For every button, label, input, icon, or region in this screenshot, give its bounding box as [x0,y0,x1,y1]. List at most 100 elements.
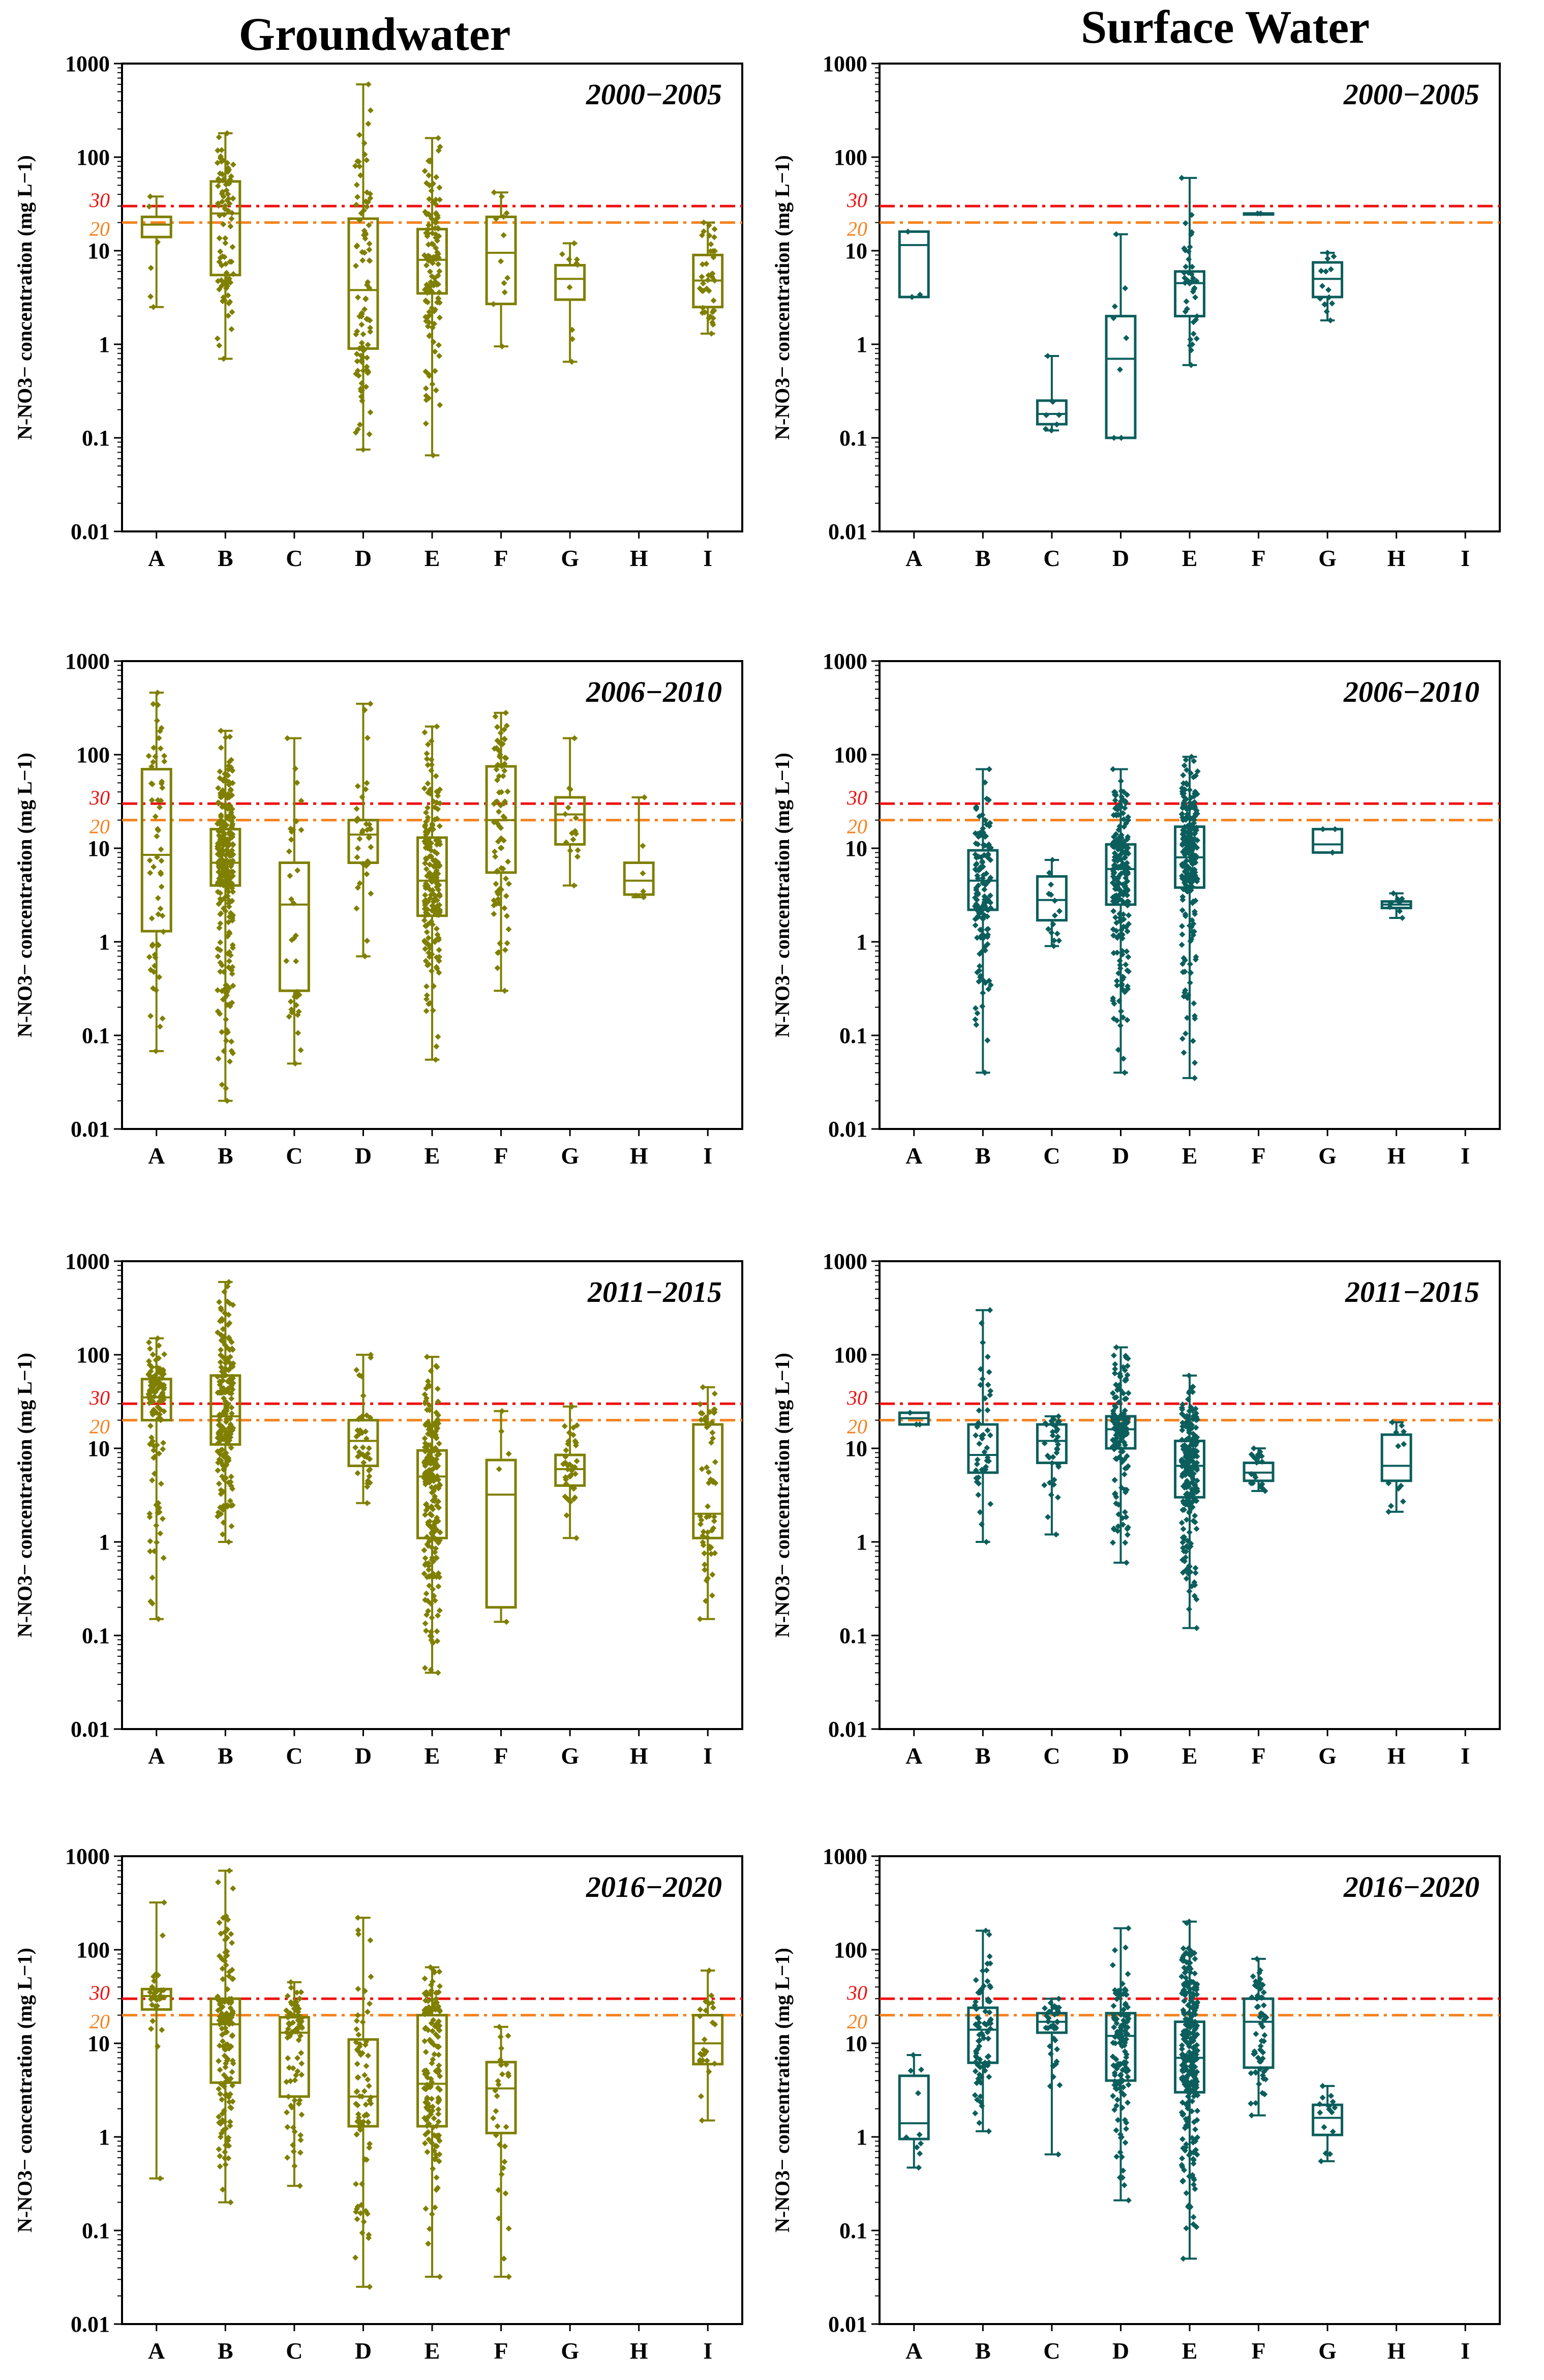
data-point [706,315,712,321]
data-point [423,281,430,288]
data-point [986,1953,993,1960]
data-point [423,750,430,757]
data-point [494,798,500,805]
data-point [429,2028,436,2034]
data-point [1114,982,1121,989]
data-point [986,2009,993,2016]
data-point [361,2088,368,2094]
data-point [1125,1390,1132,1396]
data-point [426,2121,432,2127]
data-point [433,245,439,251]
data-point [1178,2162,1185,2168]
data-point [355,2032,362,2038]
data-point [146,1514,153,1521]
data-point [154,833,160,840]
x-tick-label-E: E [1182,2338,1198,2364]
data-point [705,1503,711,1510]
data-point [431,2115,437,2122]
data-point [981,2035,987,2041]
data-point [428,1530,435,1536]
data-point [1114,2117,1121,2123]
data-point [1111,893,1118,900]
data-point [157,869,164,876]
data-point [220,802,227,809]
data-point [573,1535,580,1541]
data-point [156,1365,162,1372]
data-point [436,2062,442,2069]
data-point [435,2069,441,2076]
data-point [1178,923,1185,930]
data-point [151,1382,158,1389]
data-point [503,1619,510,1625]
data-point [353,371,359,377]
data-point [1194,768,1201,775]
data-point [228,859,235,866]
data-point [985,1458,992,1465]
data-point [1190,1476,1196,1482]
data-point [1111,2078,1118,2085]
data-point [220,996,226,1003]
data-point [436,289,442,295]
data-point [429,2211,435,2217]
box-A [898,228,930,301]
data-point [426,373,433,379]
period-title: 2006−2010 [1343,675,1479,708]
data-point [704,1464,710,1471]
data-point [423,1590,430,1597]
data-point [1180,1945,1187,1952]
data-point [362,295,369,302]
box-D [347,1914,379,2290]
data-point [981,1449,988,1455]
data-point [1192,1519,1198,1526]
box-B [209,130,241,362]
data-point [359,398,366,404]
data-point [976,2024,982,2031]
data-point [423,1612,430,1618]
data-point [983,898,989,904]
data-point [1055,1441,1062,1448]
data-point [983,1967,990,1974]
data-point [1110,766,1116,772]
data-point [494,868,501,874]
data-point [428,188,435,194]
data-point [1124,871,1131,877]
data-point [227,2199,234,2206]
column-title-surface-water: Surface Water [1081,1,1370,53]
data-point [365,2235,372,2241]
data-point [980,915,986,922]
iqr-box [416,836,448,917]
data-point [1121,1421,1127,1428]
data-point [1119,951,1126,958]
data-point [497,845,504,851]
data-point [433,1484,439,1491]
data-point [229,834,236,840]
iqr-box [140,768,172,933]
data-point [355,1416,362,1422]
data-point [569,326,576,333]
data-point [1254,210,1261,217]
data-point [229,898,235,904]
data-point [711,234,717,241]
data-point [215,176,222,183]
x-tick-label-F: F [494,2338,508,2364]
data-point [1180,2255,1187,2262]
data-point [283,2007,290,2014]
data-point [705,1469,712,1475]
data-point [1120,2021,1127,2028]
data-point [1321,301,1328,308]
data-point [703,1514,710,1521]
data-point [228,1395,235,1402]
data-point [1191,2093,1197,2100]
data-point [1046,1454,1052,1461]
data-point [1188,936,1195,942]
data-point [495,949,501,956]
data-point [1329,849,1336,856]
data-point [1113,2153,1120,2160]
data-point [437,800,443,807]
data-point [501,760,508,767]
data-point [1123,335,1130,341]
data-point [353,243,360,250]
data-point [1181,1506,1188,1513]
data-point [711,1409,718,1415]
data-point [1110,2003,1117,2009]
